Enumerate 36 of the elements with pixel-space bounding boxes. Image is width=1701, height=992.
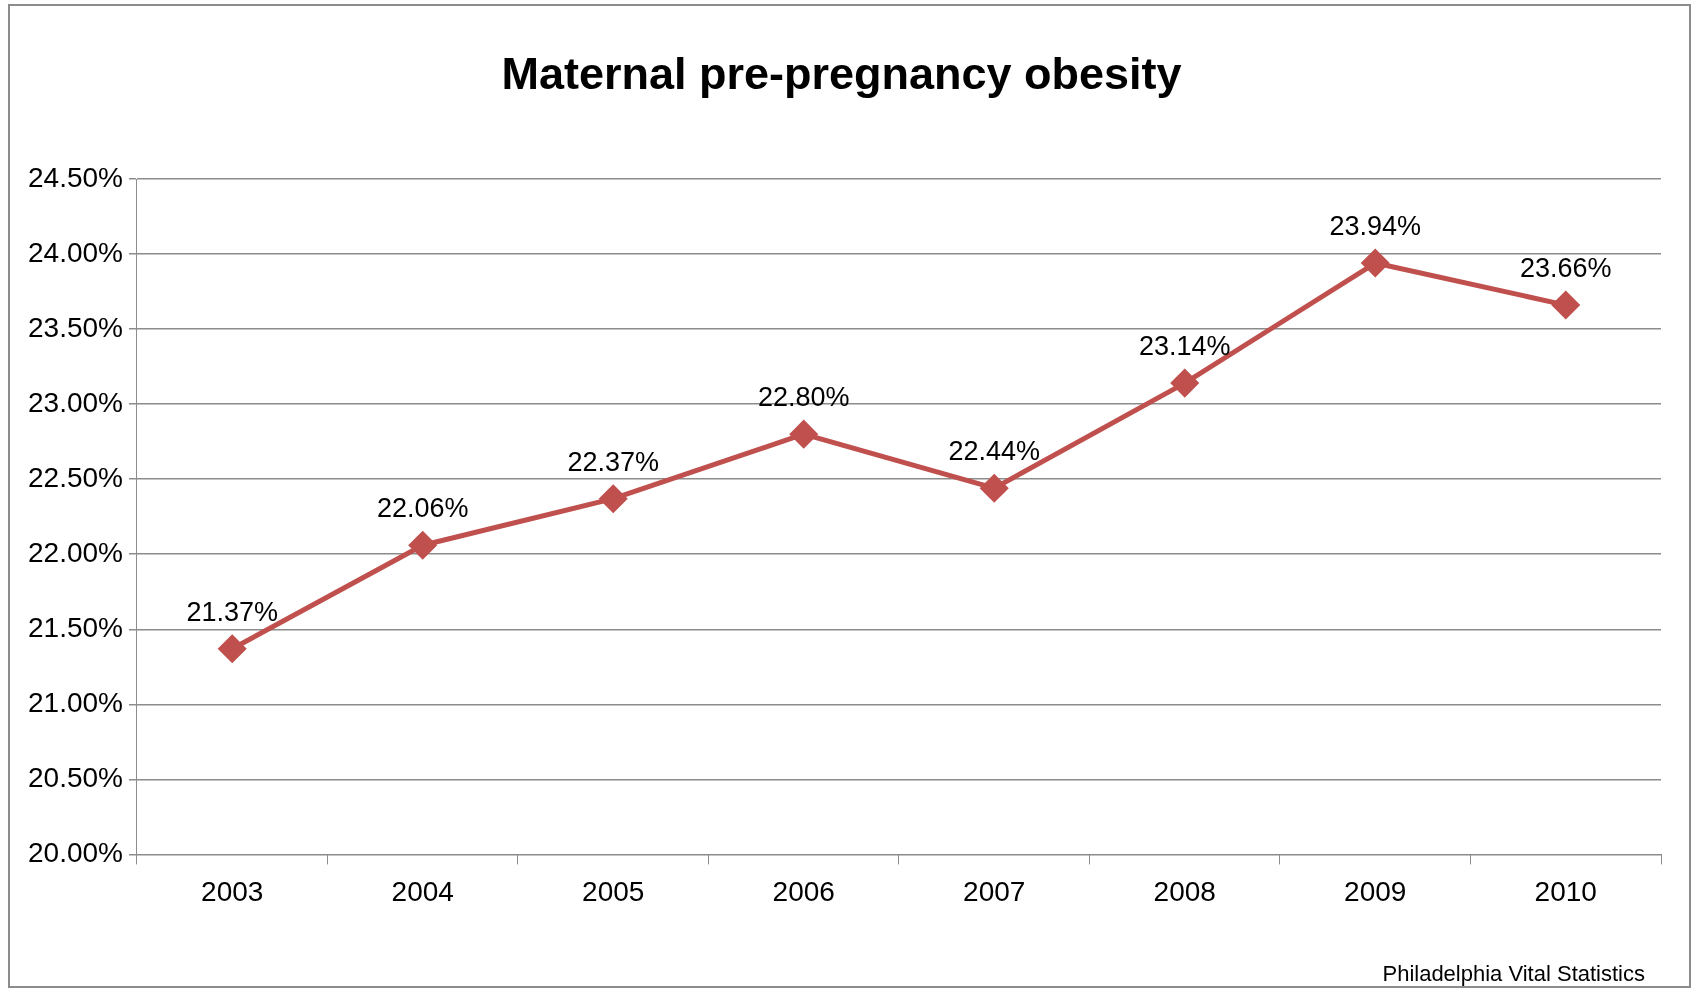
- point: [409, 531, 437, 559]
- data-label: 23.14%: [1138, 331, 1231, 362]
- point: [218, 635, 246, 663]
- y-tick-label: 24.50%: [28, 161, 123, 193]
- point: [1361, 249, 1389, 277]
- y-tick-label: 23.00%: [28, 386, 123, 418]
- y-tick-label: 22.00%: [28, 536, 123, 568]
- y-tick-label: 22.50%: [28, 461, 123, 493]
- y-tick-label: 20.00%: [28, 837, 123, 869]
- point: [1552, 291, 1580, 319]
- x-tick-label: 2009: [1344, 875, 1407, 907]
- point: [1171, 369, 1199, 397]
- data-label: 22.80%: [757, 382, 850, 413]
- point: [790, 420, 818, 448]
- point: [599, 485, 627, 513]
- point: [980, 474, 1008, 502]
- x-tick-label: 2007: [963, 875, 1026, 907]
- y-tick-label: 21.00%: [28, 687, 123, 719]
- y-tick-label: 20.50%: [28, 762, 123, 794]
- x-tick-label: 2008: [1153, 875, 1216, 907]
- x-tick-label: 2005: [582, 875, 645, 907]
- x-tick-label: 2004: [391, 875, 454, 907]
- y-tick-label: 23.50%: [28, 311, 123, 343]
- data-label: 23.94%: [1329, 211, 1422, 241]
- x-tick-label: 2003: [201, 875, 264, 907]
- data-label: 23.66%: [1519, 253, 1612, 284]
- chart-title: Maternal pre-pregnancy obesity: [501, 48, 1182, 100]
- data-label: 21.37%: [186, 596, 279, 627]
- y-tick-label: 21.50%: [28, 611, 123, 643]
- data-label: 22.37%: [567, 446, 660, 477]
- y-tick-label: 24.00%: [28, 236, 123, 268]
- data-label: 22.06%: [376, 493, 469, 524]
- x-tick-label: 2010: [1534, 875, 1597, 907]
- x-tick-label: 2006: [772, 875, 835, 907]
- text: Philadelphia Vital Statistics: [1382, 961, 1645, 987]
- data-label: 22.44%: [948, 436, 1041, 467]
